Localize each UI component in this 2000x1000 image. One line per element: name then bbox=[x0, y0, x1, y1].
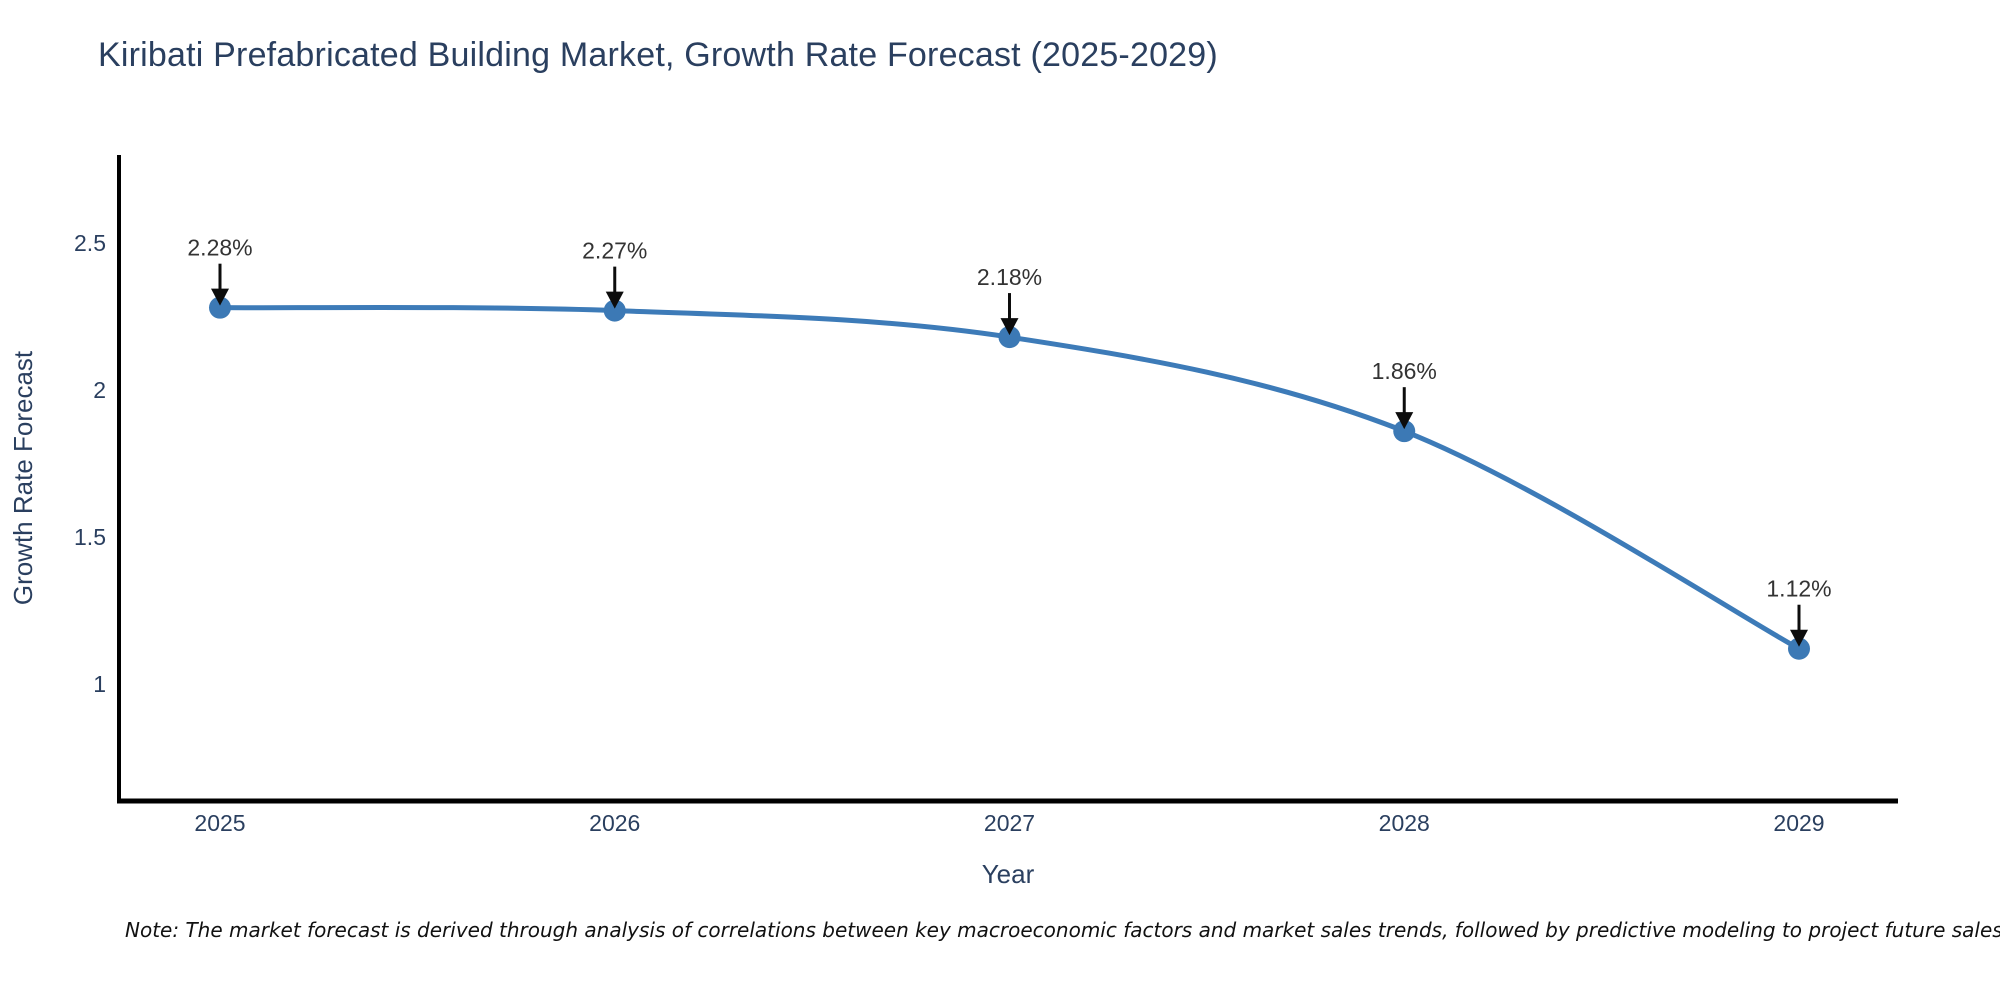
data-point-marker-2029 bbox=[1788, 637, 1810, 660]
x-tick-label: 2029 bbox=[1773, 810, 1824, 836]
axes-layer: 2.5 2 1.5 1 2025 2026 2027 2028 2029 bbox=[74, 155, 1898, 836]
data-point-marker-2025 bbox=[209, 296, 231, 319]
y-tick-label: 2.5 bbox=[74, 230, 106, 256]
data-point-marker-2027 bbox=[998, 326, 1021, 349]
data-point-label: 2.27% bbox=[582, 238, 647, 264]
annotation-arrowhead-icon bbox=[1790, 629, 1808, 647]
data-point-marker-2028 bbox=[1393, 420, 1416, 443]
x-tick-label: 2025 bbox=[194, 810, 245, 836]
x-tick-label: 2026 bbox=[589, 810, 640, 836]
annotation-arrowhead-icon bbox=[211, 288, 229, 306]
y-tick-label: 2 bbox=[93, 377, 106, 403]
annotation-arrowhead-icon bbox=[1395, 412, 1414, 430]
x-tick-label: 2027 bbox=[984, 810, 1035, 836]
y-tick-label: 1.5 bbox=[74, 524, 106, 550]
y-axis-title: Growth Rate Forecast bbox=[8, 350, 38, 605]
x-axis-title: Year bbox=[982, 859, 1035, 889]
annotation-layer: 2.28% 2.27% 2.18% 1.86% 1.12% bbox=[187, 235, 1832, 647]
footnote: Note: The market forecast is derived thr… bbox=[125, 918, 2000, 942]
x-tick-label: 2028 bbox=[1379, 810, 1430, 836]
data-point-label: 2.18% bbox=[977, 264, 1042, 290]
data-point-label: 1.86% bbox=[1372, 358, 1437, 384]
series-layer bbox=[209, 296, 1810, 660]
annotation-arrowhead-icon bbox=[1000, 318, 1019, 336]
chart-title: Kiribati Prefabricated Building Market, … bbox=[98, 36, 1218, 74]
data-point-label: 1.12% bbox=[1766, 576, 1831, 602]
trend-line bbox=[217, 304, 1802, 652]
data-point-marker-2026 bbox=[603, 299, 626, 322]
data-point-label: 2.28% bbox=[187, 235, 252, 261]
y-tick-label: 1 bbox=[93, 671, 106, 697]
annotation-arrowhead-icon bbox=[605, 291, 624, 309]
